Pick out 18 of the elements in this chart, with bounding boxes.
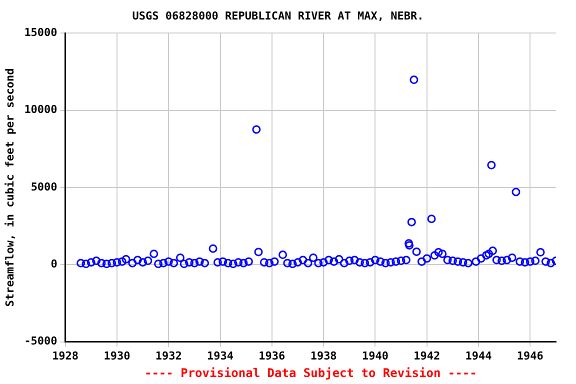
y-tick-label: 0 xyxy=(50,258,58,271)
y-axis-title: Streamflow, in cubic feet per second xyxy=(3,68,16,307)
y-tick-label: -5000 xyxy=(24,334,58,348)
chart-title: USGS 06828000 REPUBLICAN RIVER AT MAX, NEBR. xyxy=(132,9,424,22)
x-tick-label: 1928 xyxy=(52,349,79,362)
x-tick-label: 1944 xyxy=(465,349,492,362)
x-tick-label: 1946 xyxy=(516,349,544,362)
x-tick-label: 1936 xyxy=(258,349,286,362)
x-tick-label: 1940 xyxy=(362,349,388,362)
y-tick-label: 10000 xyxy=(24,103,58,116)
y-tick-label: 5000 xyxy=(30,180,58,194)
x-tick-label: 1930 xyxy=(104,349,130,362)
x-tick-label: 1938 xyxy=(310,349,337,362)
x-tick-label: 1934 xyxy=(207,349,234,362)
y-tick-label: 15000 xyxy=(24,26,58,40)
x-tick-label: 1942 xyxy=(414,349,440,362)
x-tick-label: 1932 xyxy=(155,349,182,362)
text: ---- Provisional Data Subject to Revision ---- xyxy=(144,366,477,380)
